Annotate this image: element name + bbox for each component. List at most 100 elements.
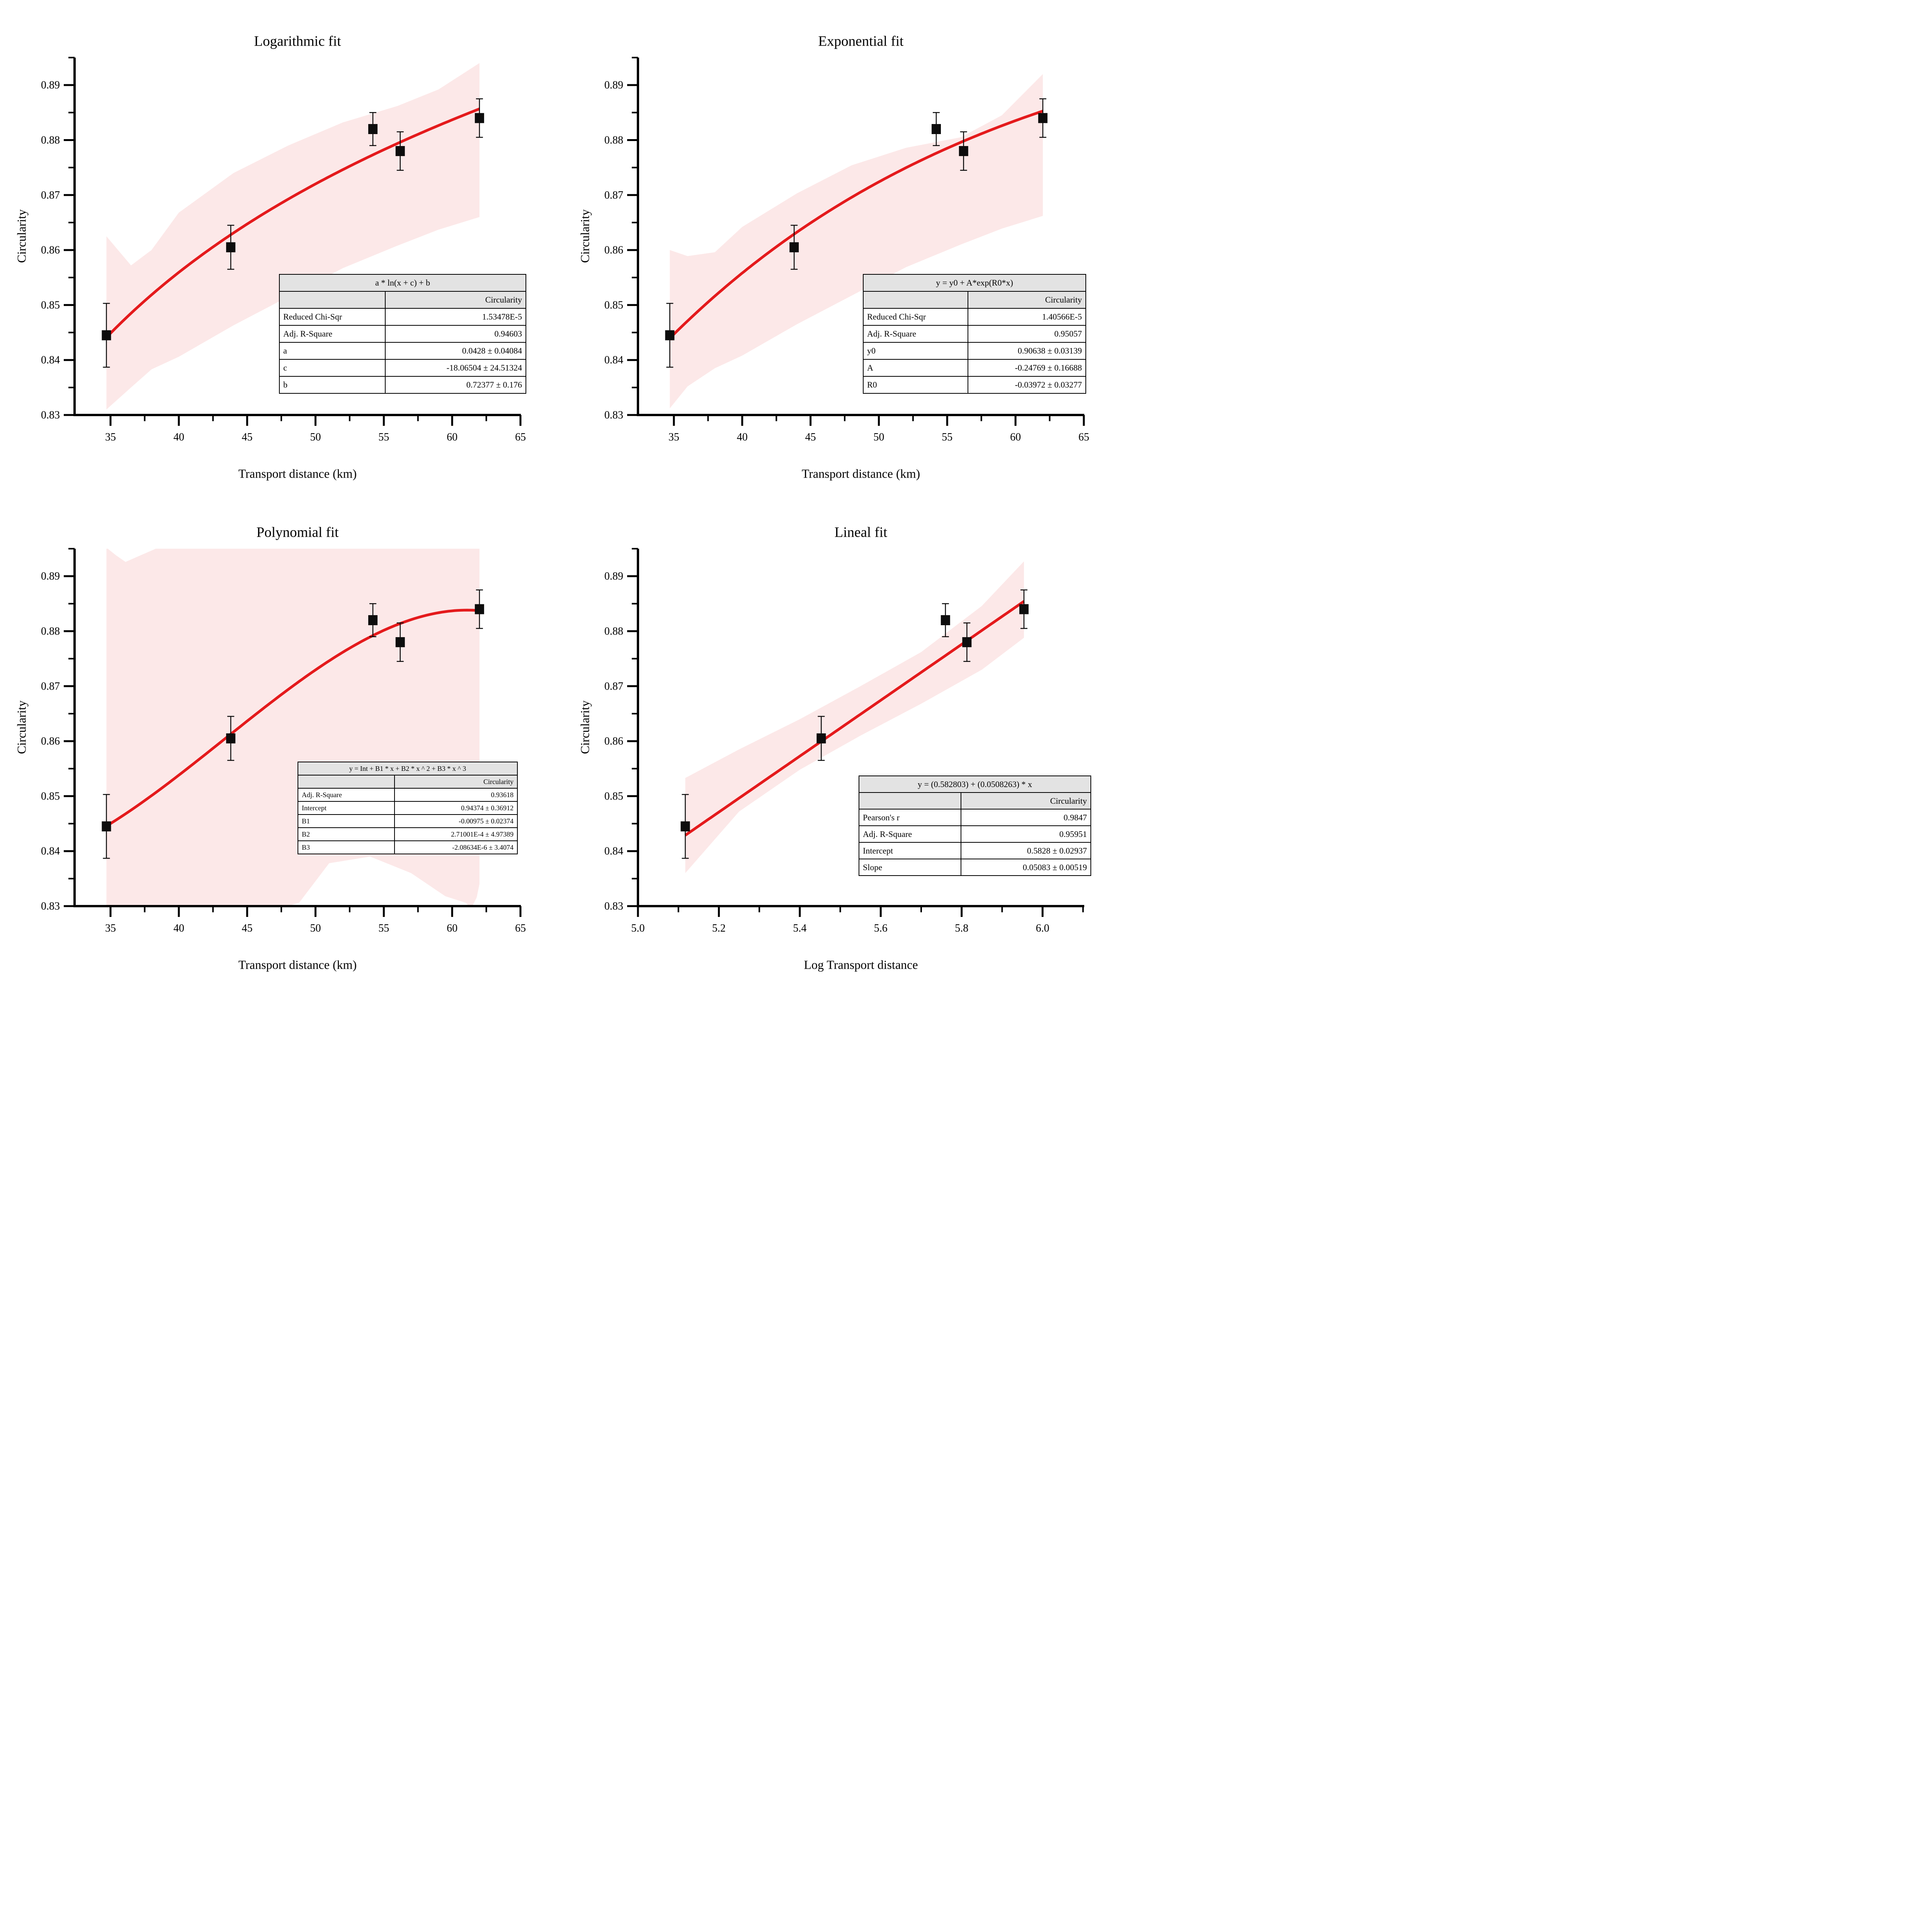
param-value: -0.03972 ± 0.03277 <box>967 376 1087 394</box>
data-point-marker <box>789 242 799 252</box>
param-row: y0 0.90638 ± 0.03139 <box>863 342 1087 360</box>
fit-results-table: y = (0.582803) + (0.0508263) * x Circula… <box>859 776 1091 876</box>
column-header: Circularity <box>967 291 1087 309</box>
fit-comparison-figure: 35 40 45 50 55 60 65 0.83 0.84 0.85 0.86 0.87 0.88 0.… <box>0 0 1127 982</box>
plot-logarithmic-fit: 35 40 45 50 55 60 65 0.83 0.84 0.85 0.86 0.87 0.88 0.… <box>0 0 563 491</box>
x-tick-label: 35 <box>105 431 116 443</box>
param-label: Slope <box>859 859 961 876</box>
param-row: Reduced Chi-Sqr 1.53478E-5 <box>279 308 526 326</box>
x-tick-label: 60 <box>447 922 457 934</box>
param-row: Adj. R-Square 0.94603 <box>279 325 526 343</box>
data-point <box>959 131 968 171</box>
x-tick-label: 6.0 <box>1036 922 1049 934</box>
x-tick-label: 5.4 <box>793 922 806 934</box>
param-label: Reduced Chi-Sqr <box>863 308 968 326</box>
x-tick-label: 55 <box>942 431 952 443</box>
data-point-marker <box>226 733 236 743</box>
y-axis-title: Circularity <box>14 209 29 263</box>
param-value: 0.94374 ± 0.36912 <box>394 801 518 815</box>
data-point <box>368 112 378 146</box>
x-axis-title: Transport distance (km) <box>238 957 357 972</box>
y-axis-title: Circularity <box>14 700 29 754</box>
plot-title: Exponential fit <box>818 33 904 49</box>
data-point-marker <box>102 330 111 340</box>
x-tick-label: 5.2 <box>712 922 726 934</box>
x-tick-label: 55 <box>378 431 389 443</box>
y-tick-label: 0.89 <box>604 79 623 91</box>
fit-results-table: y = y0 + A*exp(R0*x) Circularity Reduced… <box>863 274 1087 394</box>
x-tick-label: 35 <box>668 431 679 443</box>
y-tick-label: 0.89 <box>41 79 60 91</box>
param-value: 2.71001E-4 ± 4.97389 <box>394 827 518 841</box>
plot-canvas: 35 40 45 50 55 60 65 0.83 0.84 0.85 0.86 0.87 0.88 0.… <box>41 57 526 443</box>
fit-results-table: a * ln(x + c) + b Circularity Reduced Ch… <box>279 274 526 394</box>
data-point <box>665 303 675 368</box>
param-label: R0 <box>863 376 968 394</box>
data-point <box>962 622 972 662</box>
confidence-band <box>670 74 1043 408</box>
param-label: Pearson's r <box>859 809 961 826</box>
data-point <box>680 794 690 859</box>
param-row: Pearson's r 0.9847 <box>859 809 1091 826</box>
param-value: -2.08634E-6 ± 3.4074 <box>394 840 518 854</box>
param-row: c -18.06504 ± 24.51324 <box>279 359 526 377</box>
y-tick-label: 0.88 <box>604 625 623 637</box>
y-tick-label: 0.83 <box>604 409 623 421</box>
data-point-marker <box>395 146 405 156</box>
y-tick-label: 0.87 <box>604 680 623 692</box>
x-tick-label: 5.0 <box>631 922 645 934</box>
data-point <box>395 131 405 171</box>
param-value: 1.40566E-5 <box>967 308 1087 326</box>
param-value: -18.06504 ± 24.51324 <box>385 359 526 377</box>
param-label: Intercept <box>859 842 961 859</box>
data-point <box>102 303 111 368</box>
x-tick-label: 40 <box>173 431 184 443</box>
fit-line <box>105 609 480 827</box>
fit-formula: y = (0.582803) + (0.0508263) * x <box>859 776 1091 793</box>
fit-formula: a * ln(x + c) + b <box>279 274 526 292</box>
param-label: Adj. R-Square <box>859 825 961 843</box>
param-value: 1.53478E-5 <box>385 308 526 326</box>
param-label: Reduced Chi-Sqr <box>279 308 386 326</box>
plot-canvas: 5.0 5.2 5.4 5.6 5.8 6.0 0.83 0.84 0.85 0.86 0.87 0.… <box>604 548 1084 934</box>
x-tick-label: 40 <box>737 431 748 443</box>
param-value: 0.9847 <box>961 809 1091 826</box>
y-axis-title: Circularity <box>578 700 592 754</box>
plot-polynomial-fit: 35 40 45 50 55 60 65 0.83 0.84 0.85 0.86 0.87 0.88 0.… <box>0 491 563 982</box>
x-tick-label: 50 <box>310 922 321 934</box>
param-label: Adj. R-Square <box>863 325 968 343</box>
param-value: 0.0428 ± 0.04084 <box>385 342 526 360</box>
data-point-marker <box>368 124 378 134</box>
data-point <box>474 98 484 138</box>
plot-canvas: 35 40 45 50 55 60 65 0.83 0.84 0.85 0.86 0.87 0.88 0.… <box>604 57 1089 443</box>
y-tick-label: 0.84 <box>41 845 60 857</box>
param-value: 0.05083 ± 0.00519 <box>961 859 1091 876</box>
data-point-marker <box>474 604 484 614</box>
y-axis-title: Circularity <box>578 209 592 263</box>
y-tick-label: 0.89 <box>604 570 623 582</box>
x-tick-label: 55 <box>378 922 389 934</box>
y-tick-label: 0.86 <box>604 735 623 747</box>
param-value: 0.5828 ± 0.02937 <box>961 842 1091 859</box>
param-label: y0 <box>863 342 968 360</box>
param-row: a 0.0428 ± 0.04084 <box>279 342 526 360</box>
plot-lineal-fit: 5.0 5.2 5.4 5.6 5.8 6.0 0.83 0.84 0.85 0.86 0.87 0.… <box>563 491 1127 982</box>
x-axis-title: Transport distance (km) <box>238 466 357 481</box>
x-tick-label: 5.8 <box>955 922 968 934</box>
x-tick-label: 35 <box>105 922 116 934</box>
fit-line <box>105 107 480 338</box>
x-tick-label: 50 <box>310 431 321 443</box>
param-label: A <box>863 359 968 377</box>
data-point-marker <box>962 637 972 647</box>
column-header: Circularity <box>961 792 1091 810</box>
plot-canvas: 35 40 45 50 55 60 65 0.83 0.84 0.85 0.86 0.87 0.88 0.… <box>41 548 526 934</box>
param-value: 0.95057 <box>967 325 1087 343</box>
y-tick-label: 0.86 <box>41 735 60 747</box>
empty-header-cell <box>279 291 386 309</box>
data-point-marker <box>665 330 675 340</box>
data-point-marker <box>102 821 111 832</box>
param-label: B3 <box>298 840 395 854</box>
plot-title: Lineal fit <box>834 524 888 541</box>
param-value: 0.95951 <box>961 825 1091 843</box>
data-point <box>226 224 236 270</box>
